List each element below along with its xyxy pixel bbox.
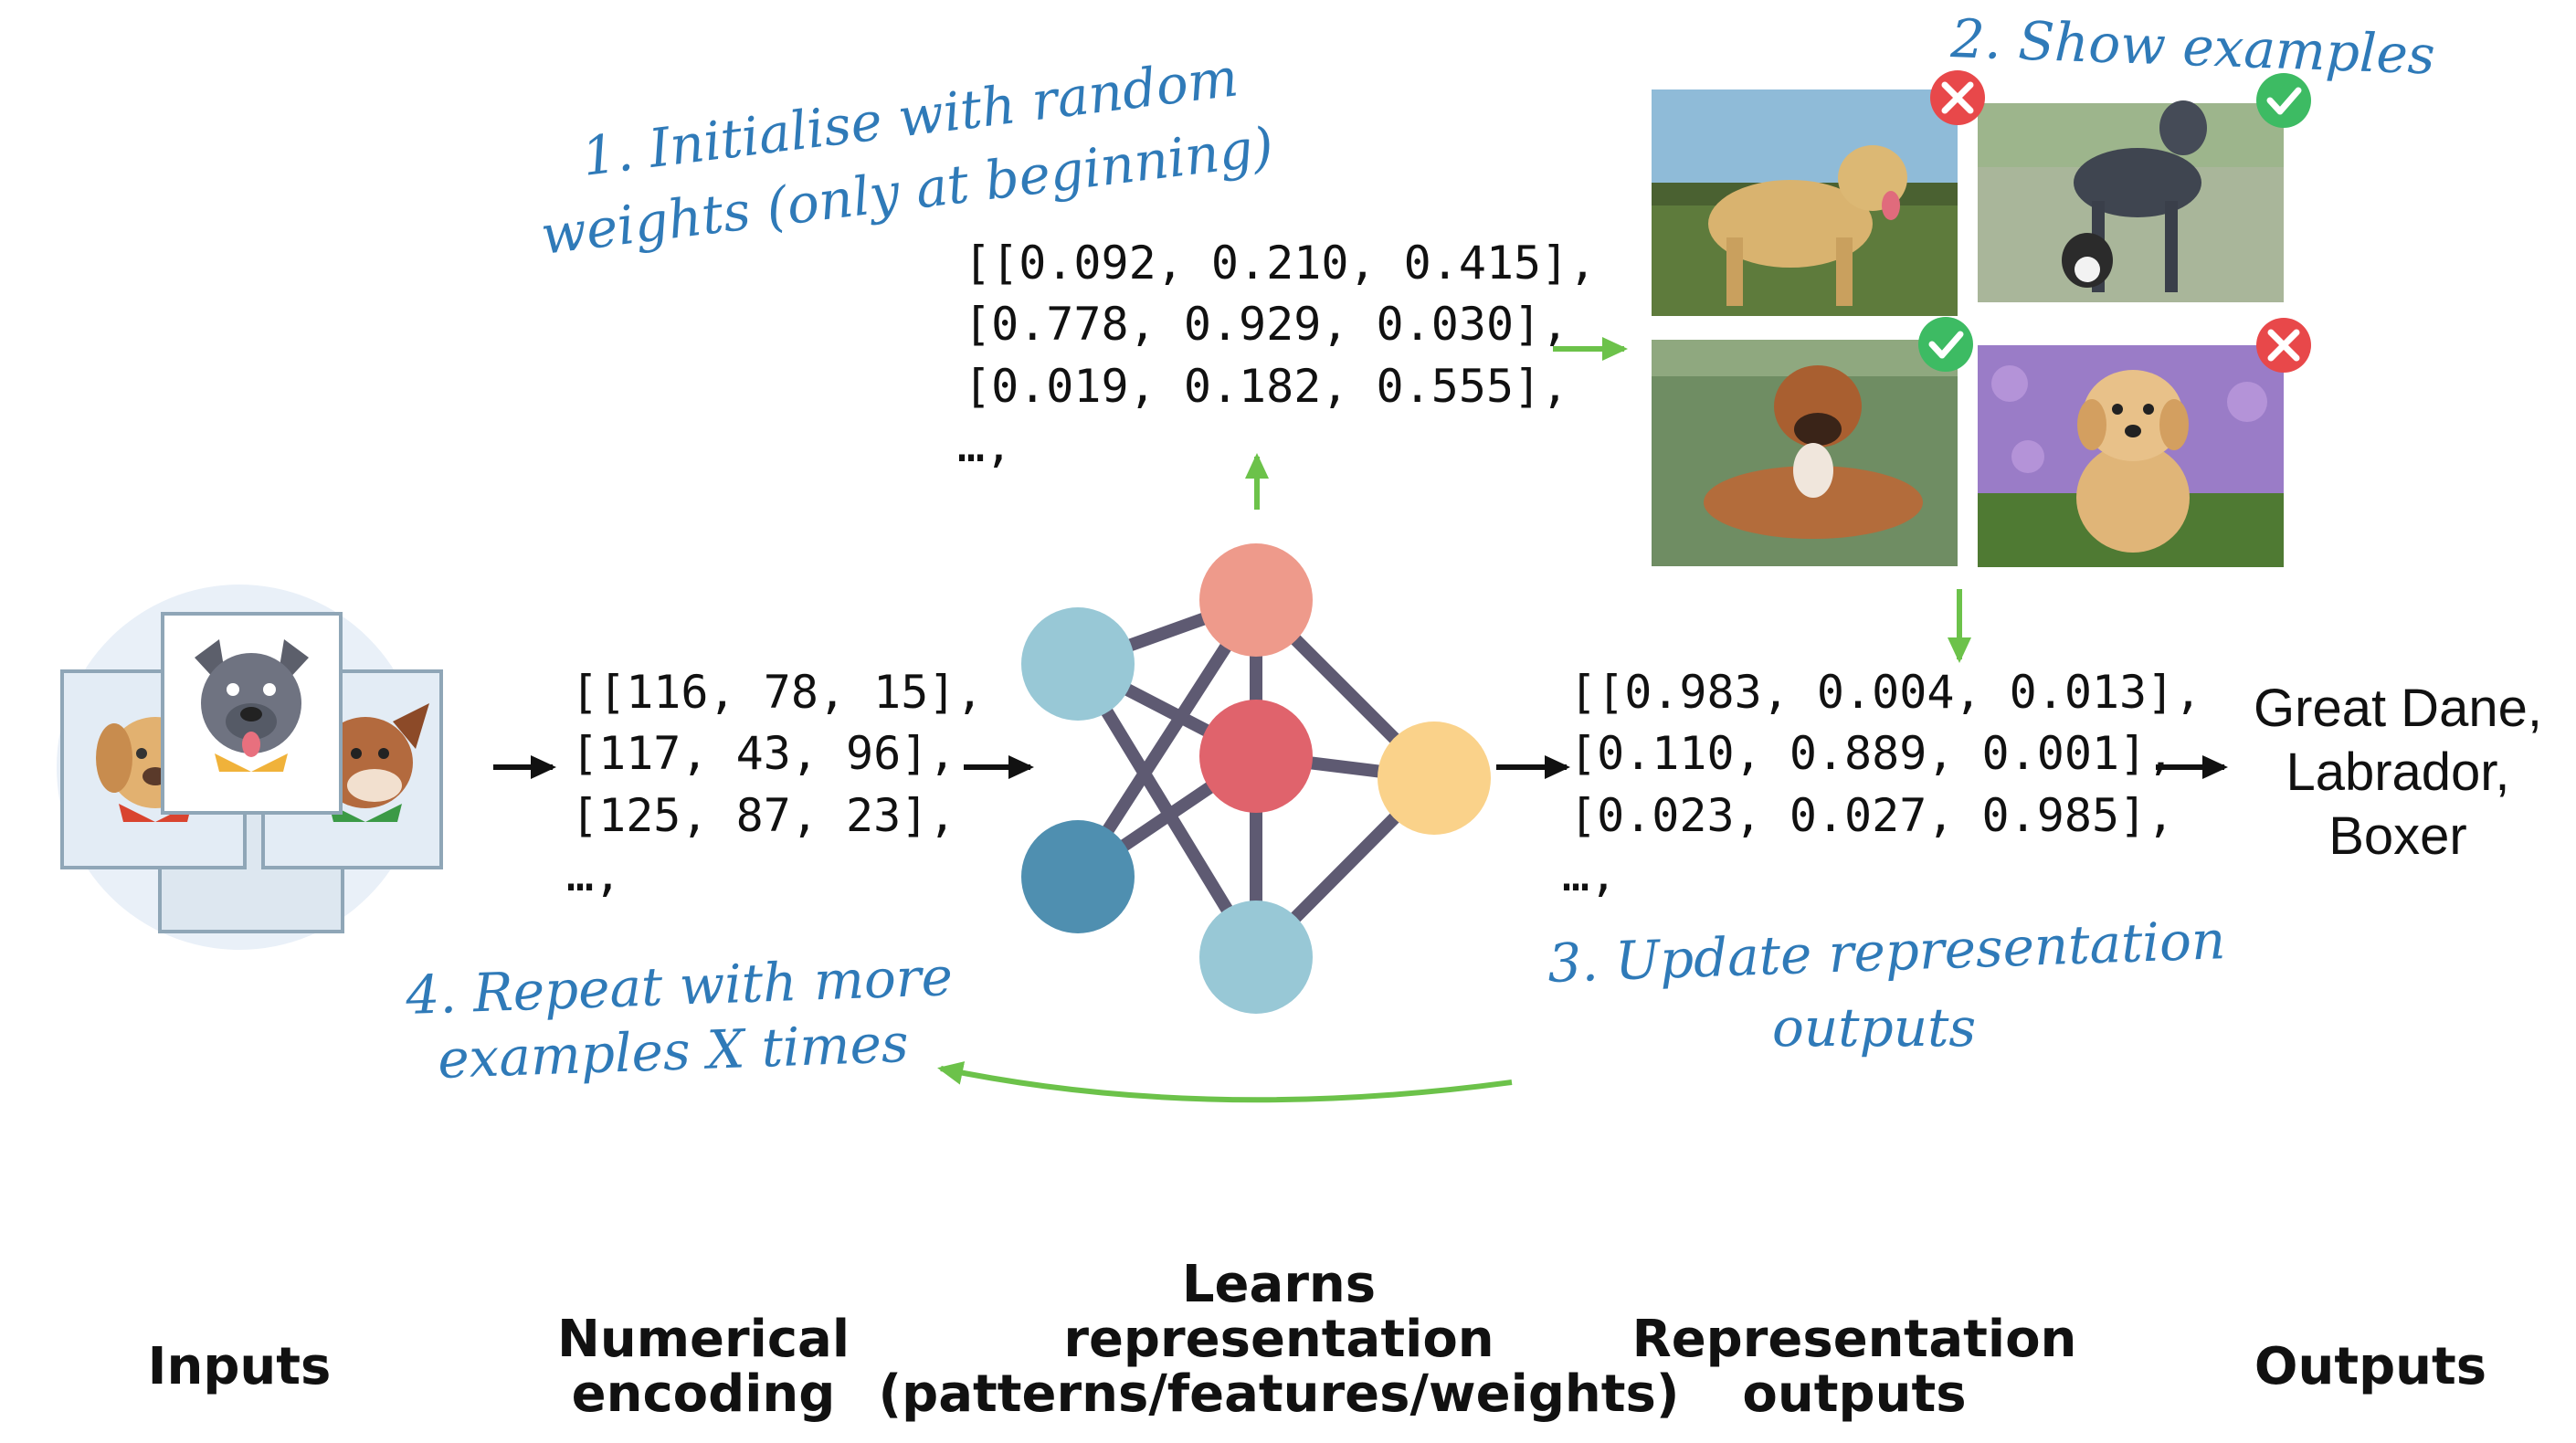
label-rep-outputs-line-1: Representation	[1632, 1310, 2077, 1369]
output-row: [0.110, 0.889, 0.001],	[1569, 727, 2174, 780]
network-node	[1199, 901, 1313, 1014]
network-node	[1199, 700, 1313, 813]
final-outputs: Great Dane, Labrador, Boxer	[2254, 679, 2542, 866]
label-outputs: Outputs	[2254, 1337, 2486, 1396]
inputs-icon	[57, 585, 443, 950]
output-row: …,	[1562, 848, 1617, 901]
label-learns-line-2: representation	[1063, 1310, 1494, 1369]
check-icon	[2256, 73, 2311, 128]
encoding-row: [[116, 78, 15],	[571, 666, 984, 719]
network-node	[1199, 543, 1313, 657]
example-image-labrador	[1652, 90, 1958, 316]
cross-icon	[2256, 318, 2311, 373]
encoding-matrix: [[116, 78, 15], [117, 43, 96], [125, 87,…	[566, 666, 984, 901]
stage-labels: Inputs Numerical encoding Learns represe…	[148, 1255, 2487, 1424]
weights-row: [[0.092, 0.210, 0.415],	[964, 237, 1596, 290]
example-image-golden-puppy	[1978, 345, 2284, 567]
cross-icon	[1930, 70, 1985, 125]
label-encoding-line-1: Numerical	[557, 1310, 850, 1369]
label-learns-line-3: (patterns/features/weights)	[879, 1364, 1680, 1424]
label-inputs: Inputs	[148, 1337, 332, 1396]
step-3-line-2: outputs	[1772, 996, 1976, 1059]
output-row: [0.023, 0.027, 0.985],	[1569, 789, 2174, 842]
weights-row: [0.778, 0.929, 0.030],	[964, 298, 1568, 351]
network-node	[1021, 607, 1135, 721]
output-class: Great Dane,	[2254, 679, 2542, 738]
weights-row: [0.019, 0.182, 0.555],	[964, 360, 1568, 413]
network-node	[1378, 722, 1491, 835]
label-rep-outputs-line-2: outputs	[1742, 1364, 1966, 1424]
arrow-repeat-loop	[937, 1061, 1513, 1103]
step-2-annotation: 2. Show examples	[1949, 7, 2436, 86]
example-images	[1652, 70, 2311, 567]
output-class: Labrador,	[2286, 743, 2509, 802]
step-3-line-1: 3. Update representation	[1547, 909, 2226, 995]
step-3-annotation: 3. Update representation outputs	[1547, 909, 2226, 1059]
great-dane-face-icon	[195, 639, 309, 772]
encoding-row: [117, 43, 96],	[571, 727, 955, 780]
label-encoding-line-2: encoding	[572, 1364, 836, 1424]
weights-matrix: [[0.092, 0.210, 0.415], [0.778, 0.929, 0…	[957, 237, 1596, 472]
network-node	[1021, 820, 1135, 933]
step-1-annotation: 1. Initialise with random weights (only …	[537, 46, 1276, 267]
output-row: [[0.983, 0.004, 0.013],	[1569, 666, 2201, 719]
label-learns-line-1: Learns	[1182, 1255, 1376, 1314]
weights-row: …,	[957, 419, 1012, 472]
output-matrix: [[0.983, 0.004, 0.013], [0.110, 0.889, 0…	[1562, 666, 2201, 901]
neural-network	[1021, 543, 1491, 1014]
example-image-great-dane	[1978, 100, 2284, 302]
encoding-row: …,	[566, 848, 621, 901]
encoding-row: [125, 87, 23],	[571, 789, 955, 842]
example-image-boxer	[1652, 340, 1958, 566]
output-class: Boxer	[2328, 806, 2467, 866]
step-4-line-2: examples X times	[437, 1012, 910, 1090]
step-4-annotation: 4. Repeat with more examples X times	[404, 945, 954, 1090]
check-icon	[1918, 317, 1973, 372]
